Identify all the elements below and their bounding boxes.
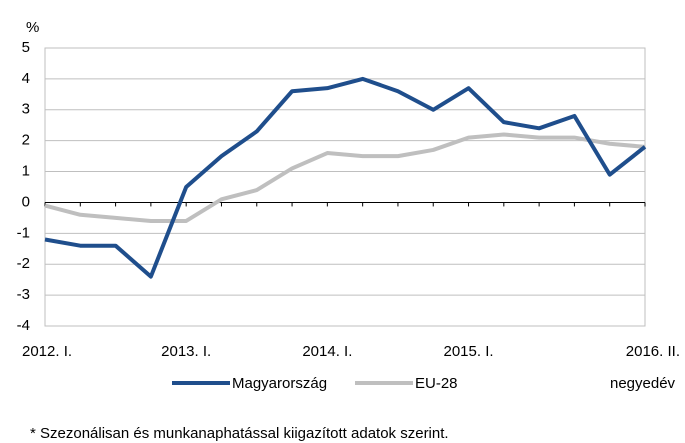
x-tick-label: 2013. I. <box>161 343 211 360</box>
y-tick-label: 0 <box>22 193 30 210</box>
series-line <box>44 132 646 223</box>
x-tick-label: 2012. I. <box>22 343 72 360</box>
legend-label: EU-28 <box>415 375 458 392</box>
plot-frame <box>44 47 646 327</box>
x-tick-label: 2015. I. <box>444 343 494 360</box>
y-tick-label: -1 <box>17 224 30 241</box>
y-tick-label: 1 <box>22 163 30 180</box>
y-tick-label: 3 <box>22 101 30 118</box>
series-line <box>44 76 647 279</box>
y-tick-label: -4 <box>17 317 30 334</box>
y-tick-label: -2 <box>17 255 30 272</box>
x-tick-label: 2014. I. <box>302 343 352 360</box>
y-unit: % <box>26 19 39 36</box>
x-unit: negyedév <box>610 375 676 392</box>
footnote: * Szezonálisan és munkanaphatással kiiga… <box>30 425 449 442</box>
y-tick-label: -3 <box>17 286 30 303</box>
x-tick-label: 2016. II. <box>626 343 680 360</box>
y-tick-label: 4 <box>22 70 30 87</box>
y-tick-label: 2 <box>22 132 30 149</box>
y-tick-label: 5 <box>22 39 30 56</box>
legend-label: Magyarország <box>232 375 327 392</box>
